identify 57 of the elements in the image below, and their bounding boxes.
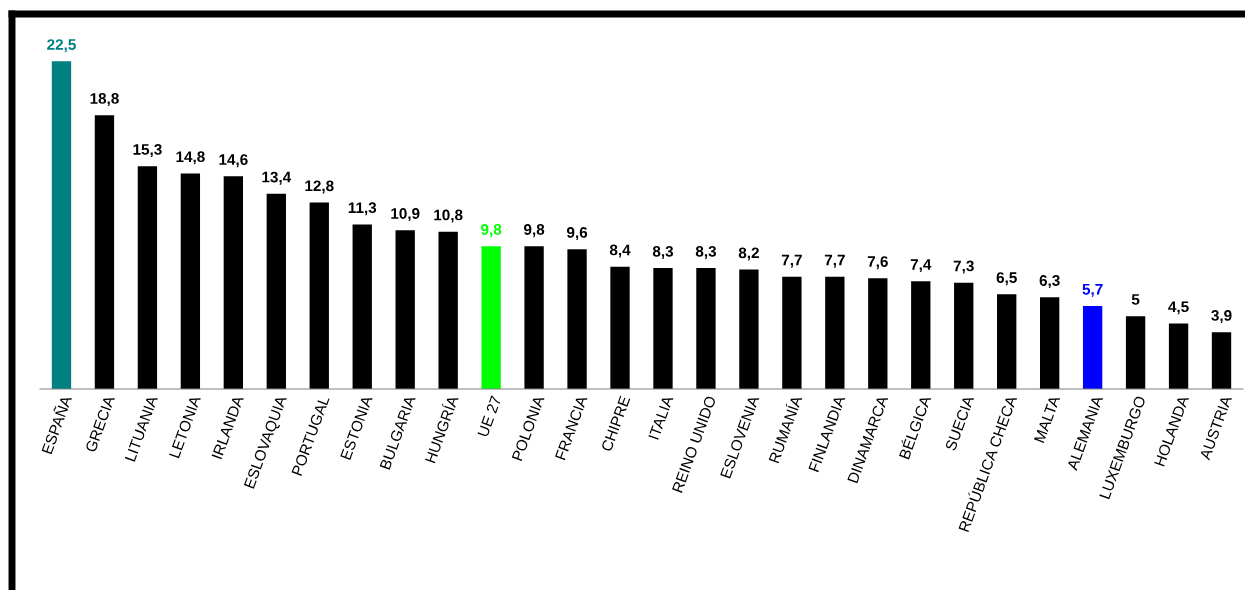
bar	[180, 173, 201, 389]
data-label: 10,8	[434, 209, 463, 223]
bar	[782, 276, 802, 389]
data-label: 14,6	[219, 154, 248, 168]
data-label: 5,7	[1082, 283, 1103, 297]
bar	[223, 176, 244, 389]
data-label: 9,8	[524, 224, 545, 238]
bar	[51, 61, 72, 389]
bar	[352, 224, 372, 389]
data-label: 6,3	[1039, 275, 1060, 289]
data-label: 7,6	[867, 256, 888, 270]
bar	[1125, 316, 1146, 389]
data-label: 8,4	[609, 244, 631, 258]
data-label: 7,3	[953, 260, 974, 274]
bar	[997, 294, 1017, 389]
bar	[1039, 297, 1060, 389]
bar	[94, 115, 115, 389]
bar	[1082, 305, 1103, 389]
data-label: 7,7	[781, 254, 802, 268]
data-label: 15,3	[133, 144, 162, 158]
data-label: 8,3	[652, 245, 674, 259]
bar	[825, 276, 845, 389]
data-label: 13,4	[262, 171, 292, 185]
bar	[1211, 332, 1232, 389]
bar	[266, 193, 286, 389]
bar	[524, 246, 544, 389]
data-label: 6,5	[996, 272, 1017, 286]
bar	[137, 166, 158, 389]
data-label: 4,5	[1168, 301, 1189, 315]
data-label: 14,8	[176, 151, 205, 165]
bar	[954, 282, 974, 389]
data-label: 12,8	[305, 180, 334, 194]
bar	[610, 266, 630, 389]
bar	[696, 268, 716, 389]
bar	[395, 230, 415, 389]
data-label: 5	[1131, 294, 1140, 305]
data-label: 8,3	[695, 245, 717, 259]
bar	[739, 269, 759, 389]
bar	[481, 246, 501, 389]
data-label: 3,9	[1211, 310, 1232, 324]
data-label: 7,4	[910, 259, 932, 273]
data-label: 18,8	[90, 93, 119, 107]
x-tick-label: UE 27	[477, 395, 502, 438]
data-label: 10,9	[391, 208, 420, 222]
bar	[567, 249, 587, 389]
bar	[868, 278, 888, 389]
data-label: 7,7	[824, 254, 845, 268]
data-label: 8,2	[738, 247, 759, 261]
data-label: 11,3	[348, 202, 377, 216]
bar	[911, 281, 931, 389]
data-label: 9,6	[566, 227, 588, 241]
bar	[309, 202, 329, 389]
bar	[653, 268, 673, 389]
bar	[438, 231, 458, 389]
data-label: 22,5	[47, 39, 76, 53]
data-label: 9,8	[481, 224, 502, 238]
bar	[1168, 323, 1189, 389]
